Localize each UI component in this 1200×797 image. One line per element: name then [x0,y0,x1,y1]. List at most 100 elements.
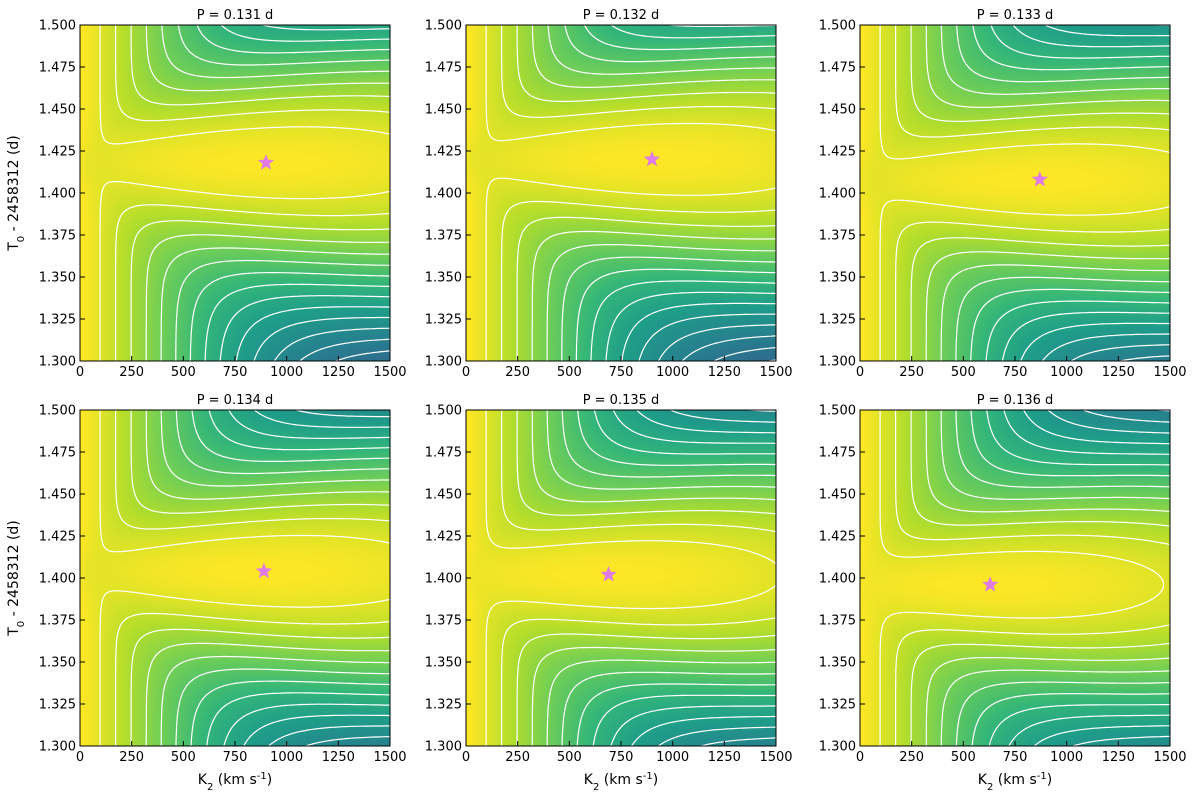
y-tick-label: 1.350 [39,656,76,671]
x-tick-label: 1250 [708,750,741,765]
y-axis-label: T0 - 2458312 (d) [6,520,27,637]
y-tick-label: 1.475 [39,446,76,461]
y-tick-label: 1.450 [39,103,76,118]
heatmap-image [860,25,1170,361]
panel-4: 0 250 500 750 1000 1250 1500 1.300 1.325 1.350 1.3… [39,393,407,765]
x-tick-label: 1500 [1153,750,1186,765]
x-tick-label: 0 [856,365,864,380]
contour-lines [99,409,391,747]
y-tick-label: 1.450 [425,103,462,118]
y-tick-label: 1.400 [39,572,76,587]
x-tick-label: 750 [609,365,634,380]
y-tick-label: 1.300 [425,740,462,755]
y-tick-label: 1.350 [819,656,856,671]
x-tick-label: 0 [462,750,470,765]
y-tick-label: 1.450 [39,488,76,503]
x-tick-label: 750 [223,750,248,765]
best-fit-star [1031,170,1049,187]
y-axis-label: T0 - 2458312 (d) [6,135,27,252]
x-tick-label: 500 [951,750,976,765]
x-tick-label: 1500 [373,365,406,380]
y-tick-label: 1.300 [819,740,856,755]
panel-5: 0 250 500 750 1000 1250 1500 1.300 1.325 1.350 1.3… [425,393,793,765]
panel-title: P = 0.136 d [977,393,1054,408]
y-tick-label: 1.375 [819,614,856,629]
x-tick-label: 1500 [1153,365,1186,380]
x-tick-label: 250 [119,365,144,380]
x-tick-label: 1250 [322,365,355,380]
x-tick-label: 750 [609,750,634,765]
best-fit-star [600,565,617,582]
panel-3: 0 250 500 750 1000 1250 1500 1.300 1.325 1.350 1.3… [819,8,1187,380]
panel-6: 0 250 500 750 1000 1250 1500 1.300 1.325 1.350 1.3… [819,393,1187,765]
y-tick-label: 1.300 [425,355,462,370]
y-tick-label: 1.425 [819,145,856,160]
contour-lines [99,24,391,362]
y-tick-label: 1.375 [425,614,462,629]
x-axis-label: K2 (km s-1) [198,771,272,793]
y-tick-label: 1.475 [819,61,856,76]
y-tick-label: 1.500 [39,404,76,419]
x-tick-label: 500 [557,750,582,765]
y-tick-label: 1.500 [425,19,462,34]
panel-title: P = 0.132 d [583,8,660,23]
y-tick-label: 1.425 [425,530,462,545]
x-tick-label: 750 [1003,365,1028,380]
x-tick-label: 1250 [1102,750,1135,765]
y-tick-label: 1.300 [39,740,76,755]
heatmap-image [80,410,390,746]
heatmap-image [860,410,1170,746]
x-tick-label: 500 [171,750,196,765]
y-tick-label: 1.475 [425,446,462,461]
x-tick-label: 0 [856,750,864,765]
y-tick-label: 1.350 [425,271,462,286]
y-tick-label: 1.375 [819,229,856,244]
x-tick-label: 1000 [1050,365,1083,380]
y-tick-label: 1.325 [39,313,76,328]
x-tick-label: 1000 [270,365,303,380]
x-tick-label: 0 [462,365,470,380]
x-tick-label: 1250 [708,365,741,380]
x-tick-label: 1000 [656,365,689,380]
y-tick-label: 1.400 [819,187,856,202]
y-tick-label: 1.300 [39,355,76,370]
panel-2: 0 250 500 750 1000 1250 1500 1.300 1.325 1.350 1.3… [425,8,793,380]
x-tick-label: 0 [76,365,84,380]
y-tick-label: 1.400 [819,572,856,587]
y-tick-label: 1.375 [39,229,76,244]
best-fit-star [643,150,661,167]
y-tick-label: 1.450 [425,488,462,503]
x-tick-label: 1000 [270,750,303,765]
best-fit-star [257,154,275,170]
x-axis-label: K2 (km s-1) [584,771,658,793]
y-tick-label: 1.350 [819,271,856,286]
panel-1: 0 250 500 750 1000 1250 1500 1.300 1.325 1.350 1.3… [39,8,407,380]
x-tick-label: 250 [119,750,144,765]
y-tick-label: 1.325 [819,698,856,713]
x-tick-label: 500 [171,365,196,380]
heatmap-image [80,25,390,361]
y-tick-label: 1.325 [425,313,462,328]
y-tick-label: 1.400 [425,572,462,587]
x-tick-label: 0 [76,750,84,765]
x-tick-label: 1250 [1102,365,1135,380]
best-fit-star [981,575,999,592]
y-tick-label: 1.500 [425,404,462,419]
y-tick-label: 1.425 [425,145,462,160]
y-tick-label: 1.450 [819,488,856,503]
contour-lines [879,24,1171,362]
y-tick-label: 1.475 [819,446,856,461]
x-tick-label: 250 [505,750,530,765]
y-tick-label: 1.325 [425,698,462,713]
y-tick-label: 1.325 [39,698,76,713]
panel-title: P = 0.131 d [197,8,274,23]
y-tick-label: 1.300 [819,355,856,370]
y-tick-label: 1.500 [819,404,856,419]
y-tick-label: 1.350 [39,271,76,286]
panel-title: P = 0.135 d [583,393,660,408]
x-tick-label: 1000 [1050,750,1083,765]
y-tick-label: 1.425 [39,145,76,160]
y-tick-label: 1.500 [819,19,856,34]
x-tick-label: 750 [223,365,248,380]
